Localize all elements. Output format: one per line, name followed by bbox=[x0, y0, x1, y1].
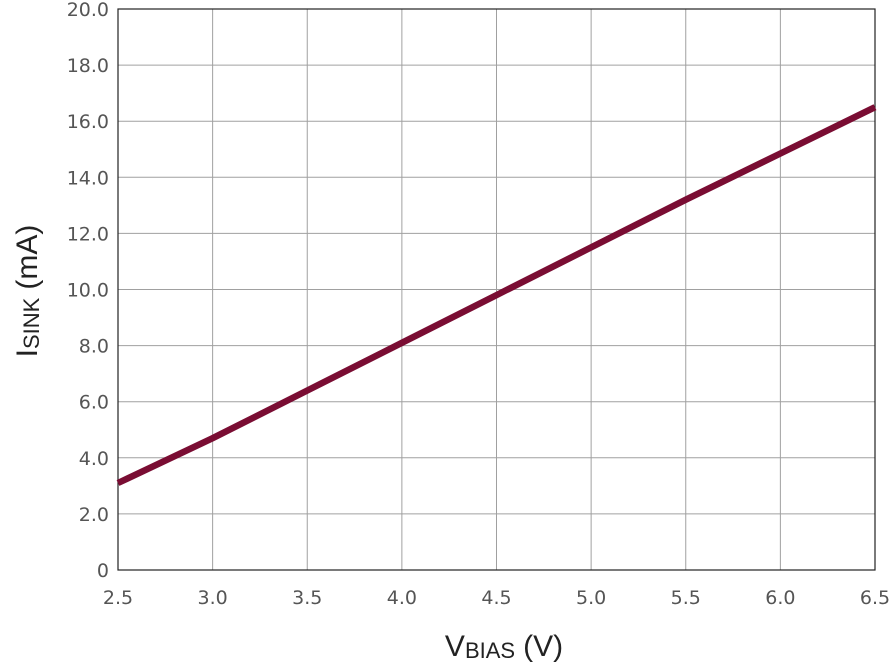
x-axis-label-unit: (V) bbox=[523, 630, 563, 663]
y-tick-label-7: 14.0 bbox=[67, 167, 109, 189]
y-tick-label-1: 2.0 bbox=[79, 504, 109, 526]
x-tick-label-7: 6.0 bbox=[765, 587, 795, 609]
y-axis-label-sub: SINK bbox=[19, 297, 44, 349]
y-tick-label-4: 8.0 bbox=[79, 336, 109, 358]
x-tick-label-5: 5.0 bbox=[576, 587, 606, 609]
y-tick-label-10: 20.0 bbox=[67, 0, 109, 21]
x-axis-label-sub: BIAS bbox=[465, 638, 515, 663]
grid bbox=[118, 9, 875, 570]
y-tick-label-2: 4.0 bbox=[79, 448, 109, 470]
plot-frame bbox=[117, 8, 876, 571]
x-tick-labels: 2.5 3.0 3.5 4.0 4.5 5.0 5.5 6.0 6.5 bbox=[103, 587, 890, 609]
x-axis-label-main: V bbox=[445, 630, 465, 663]
y-tick-labels: 0 2.0 4.0 6.0 8.0 10.0 12.0 14.0 16.0 18.0 20.0 bbox=[67, 0, 109, 582]
series-line-0 bbox=[116, 104, 877, 486]
x-axis-label: VBIAS (V) bbox=[445, 630, 563, 663]
y-tick-label-8: 16.0 bbox=[67, 111, 109, 133]
x-tick-label-8: 6.5 bbox=[860, 587, 890, 609]
y-tick-label-5: 10.0 bbox=[67, 280, 109, 302]
y-tick-label-9: 18.0 bbox=[67, 55, 109, 77]
x-tick-label-4: 4.5 bbox=[481, 587, 511, 609]
x-tick-label-6: 5.5 bbox=[671, 587, 701, 609]
y-axis-label-unit: (mA) bbox=[11, 225, 44, 290]
y-axis-label-main: I bbox=[11, 349, 44, 357]
x-tick-label-2: 3.5 bbox=[292, 587, 322, 609]
y-tick-label-0: 0 bbox=[97, 560, 109, 582]
y-axis-label: ISINK (mA) bbox=[11, 225, 44, 358]
x-tick-label-3: 4.0 bbox=[387, 587, 417, 609]
y-tick-label-6: 12.0 bbox=[67, 223, 109, 245]
x-tick-label-0: 2.5 bbox=[103, 587, 133, 609]
series-layer bbox=[116, 104, 877, 486]
y-tick-label-3: 6.0 bbox=[79, 392, 109, 414]
x-tick-label-1: 3.0 bbox=[198, 587, 228, 609]
